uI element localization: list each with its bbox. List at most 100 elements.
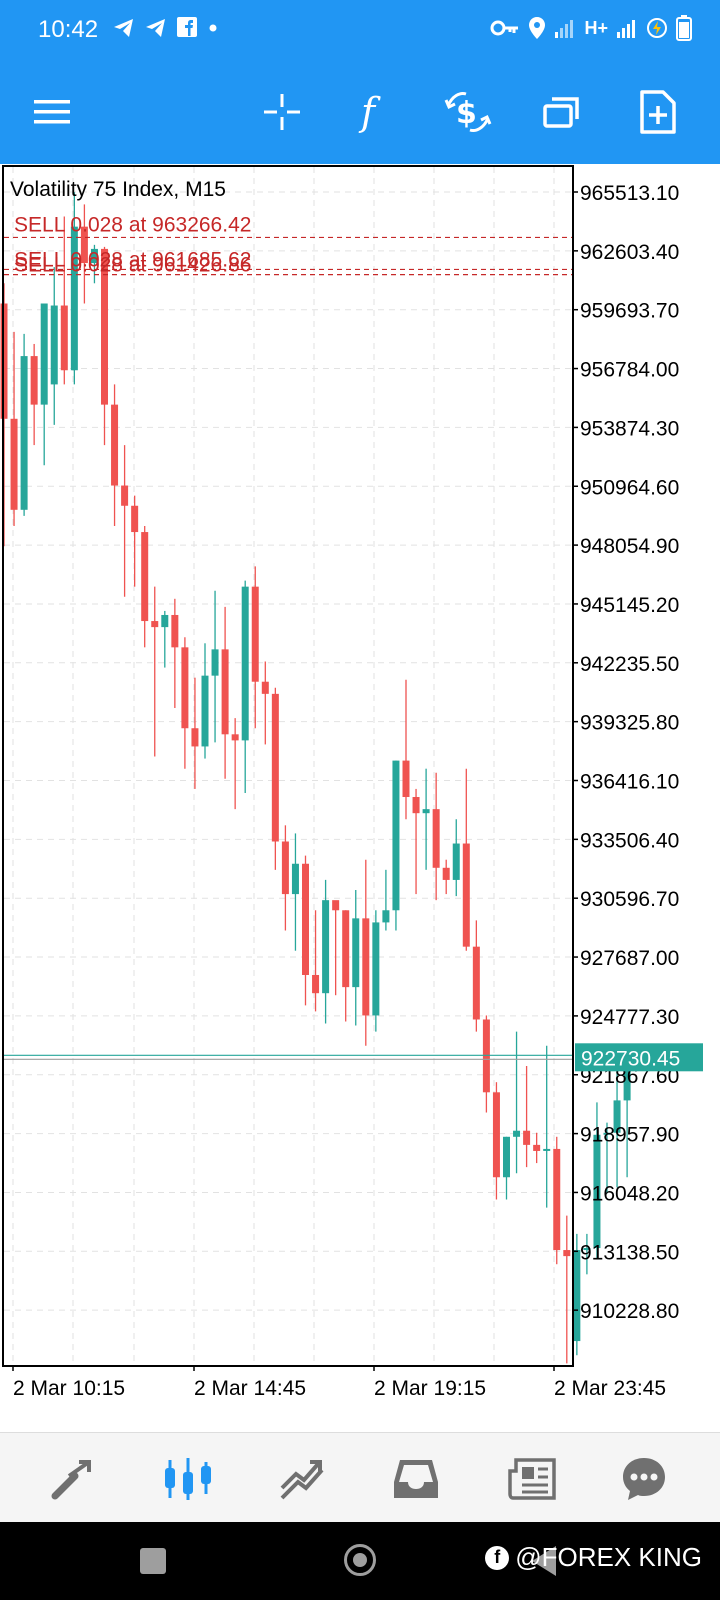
candle-body [90, 248, 98, 264]
symbol-label: Volatility 75 Index, M15 [10, 178, 226, 201]
status-time: 10:42 [38, 16, 99, 43]
home-button[interactable] [344, 1544, 376, 1576]
bottom-nav [0, 1432, 720, 1522]
candle-body [613, 1100, 621, 1133]
candle-body [80, 226, 88, 264]
candle-body [291, 863, 299, 895]
y-tick-label: 956784.00 [580, 359, 679, 382]
candle-body [161, 614, 169, 628]
android-nav-bar: f @FOREX KING [0, 1522, 720, 1600]
y-tick-label: 939325.80 [580, 712, 679, 735]
candle-body [281, 841, 289, 895]
candle-body [342, 910, 350, 988]
recents-button[interactable] [140, 1548, 166, 1574]
x-tick-label: 2 Mar 14:45 [194, 1377, 306, 1400]
news-icon [508, 1458, 556, 1500]
candle-body [412, 797, 420, 814]
telegram-icon [146, 19, 165, 37]
order-labels: SELL 0.028 at 963266.42 SELL 0.028 at 961… [14, 213, 251, 276]
price-line [4, 1054, 572, 1060]
candle-body [171, 614, 179, 648]
price-tag-label: 922730.45 [581, 1047, 680, 1070]
home-dot [353, 1553, 367, 1567]
nav-chart[interactable] [156, 1447, 220, 1511]
candle-body [573, 1250, 581, 1342]
candle-body [462, 843, 470, 947]
windows-button[interactable] [530, 80, 594, 144]
new-order-button[interactable] [626, 80, 690, 144]
candlestick-chart[interactable]: 965513.10 962603.40 959693.70 956784.00 9538… [0, 164, 720, 1432]
svg-text:$: $ [456, 96, 477, 131]
y-tick-label: 913138.50 [580, 1241, 679, 1264]
y-tick-label: 959693.70 [580, 300, 679, 323]
y-tick-label: 953874.30 [580, 417, 679, 440]
crosshair-button[interactable] [250, 80, 314, 144]
candle-body [261, 681, 269, 694]
candle-body [603, 1132, 611, 1135]
candle-body [503, 1136, 510, 1178]
candle-body [271, 693, 279, 842]
watermark-text: @FOREX KING [515, 1542, 702, 1572]
nav-quotes[interactable] [40, 1447, 104, 1511]
candle-body [382, 910, 390, 923]
candle-body [543, 1148, 551, 1151]
candle-body [593, 1134, 601, 1249]
new-order-icon [640, 90, 676, 134]
candle-body [362, 918, 370, 1016]
indicators-button[interactable]: f [340, 80, 404, 144]
current-price-tag: 922730.45 [575, 1043, 703, 1072]
toolbar: f $ [0, 62, 720, 164]
y-tick-label: 945145.20 [580, 594, 679, 617]
candle-body [523, 1130, 531, 1145]
candle-body [312, 974, 320, 994]
nav-news[interactable] [500, 1447, 564, 1511]
y-tick-label: 918957.90 [580, 1124, 679, 1147]
facebook-icon: f [485, 1545, 510, 1570]
candle-body [151, 621, 159, 628]
chart-frame [2, 165, 574, 1367]
back-button[interactable] [532, 1546, 556, 1576]
candle-body [392, 760, 400, 911]
sell-order-label: SELL 0.028 at 963266.42 [14, 213, 251, 236]
candle-body [201, 675, 209, 747]
candle-body [221, 649, 229, 735]
svg-text:f: f [358, 91, 381, 133]
function-icon: f [358, 91, 381, 133]
windows-icon [543, 97, 579, 128]
candle-body [563, 1250, 571, 1257]
dot-icon [209, 24, 217, 32]
watermark: f @FOREX KING [485, 1542, 702, 1573]
telegram-icon [114, 19, 133, 37]
system-icons: H+ [490, 15, 692, 41]
candle-body [131, 505, 139, 533]
nav-history[interactable] [384, 1447, 448, 1511]
time-axis: 2 Mar 10:15 2 Mar 14:45 2 Mar 19:15 2 Mar 2… [12, 1365, 666, 1400]
candle-body [231, 734, 239, 741]
chart-icon [165, 1458, 211, 1500]
x-tick-label: 2 Mar 19:15 [374, 1377, 486, 1400]
candle-body [432, 809, 440, 868]
nav-trade[interactable] [270, 1447, 334, 1511]
y-tick-label: 950964.60 [580, 476, 679, 499]
menu-button[interactable] [20, 80, 84, 144]
candle-body [472, 946, 480, 1020]
quotes-icon [51, 1460, 91, 1500]
trade-button[interactable]: $ [436, 80, 500, 144]
candle-body [251, 586, 259, 682]
key-icon [490, 20, 519, 36]
y-tick-label: 962603.40 [580, 241, 679, 264]
x-tick-label: 2 Mar 10:15 [13, 1377, 125, 1400]
notification-icons [112, 16, 220, 40]
status-bar: 10:42 H+ [0, 0, 720, 62]
signal-icon [617, 20, 635, 38]
x-tick-label: 2 Mar 23:45 [554, 1377, 666, 1400]
price-tag-bg [575, 1043, 703, 1072]
y-tick-label: 910228.80 [580, 1300, 679, 1323]
history-icon [394, 1460, 438, 1498]
nav-messages[interactable] [612, 1447, 676, 1511]
trade-icon [280, 1460, 324, 1500]
crosshair-icon [264, 94, 300, 130]
chart-area[interactable]: 965513.10 962603.40 959693.70 956784.00 9538… [0, 164, 720, 1432]
candle-body [352, 918, 360, 988]
battery-saver-icon [647, 18, 667, 38]
